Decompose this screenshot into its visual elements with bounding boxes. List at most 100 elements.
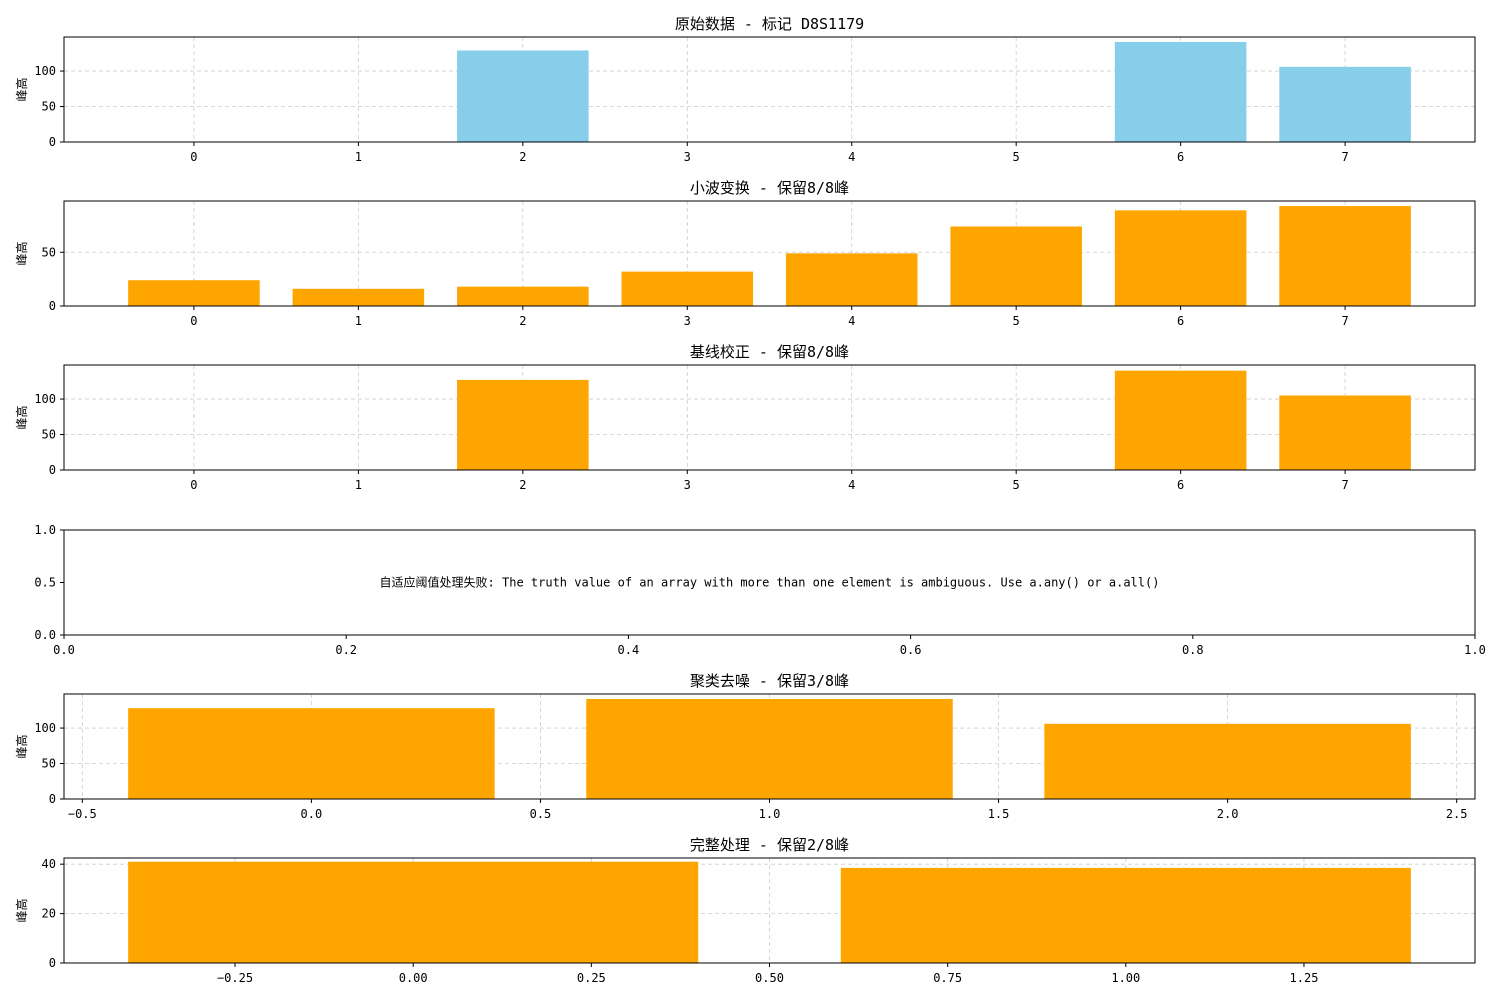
- x-tick-label: 0: [190, 150, 197, 164]
- x-tick-label: 4: [848, 150, 855, 164]
- y-tick-label: 1.0: [34, 523, 56, 537]
- x-tick-label: 6: [1177, 150, 1184, 164]
- x-tick-label: 3: [684, 314, 691, 328]
- x-tick-label: 4: [848, 478, 855, 492]
- y-tick-label: 50: [42, 245, 56, 259]
- y-axis-label: 峰高: [14, 734, 29, 758]
- bar: [1114, 41, 1247, 142]
- x-tick-label: 4: [848, 314, 855, 328]
- panel-1: 0 1 2 3 4 5 6 7 0 50 100 原始数据 - 标记 D8S1179 峰高: [14, 15, 1476, 164]
- y-tick-label: 50: [42, 428, 56, 442]
- y-tick-label: 0.5: [34, 576, 56, 590]
- panel-title: 基线校正 - 保留8/8峰: [690, 343, 849, 361]
- bar: [950, 226, 1082, 306]
- x-tick-label: 1.00: [1111, 971, 1140, 985]
- x-tick-label: −0.5: [68, 807, 97, 821]
- axes-frame: [63, 200, 1476, 307]
- y-tick-label: 50: [42, 757, 56, 771]
- y-tick-label: 0: [49, 463, 56, 477]
- x-tick-label: 0.0: [53, 643, 75, 657]
- x-tick-label: 3: [684, 478, 691, 492]
- x-tick-label: 2: [519, 314, 526, 328]
- y-tick-label: 0.0: [34, 628, 56, 642]
- error-message: 自适应阈值处理失败: The truth value of an array w…: [380, 575, 1160, 590]
- bar: [621, 271, 754, 306]
- x-tick-label: 0.75: [933, 971, 962, 985]
- panel-4: 0.0 0.2 0.4 0.6 0.8 1.0 0.0 0.5 1.0 自适应阈值处理失败: Th…: [34, 523, 1486, 657]
- y-tick-label: 100: [34, 392, 56, 406]
- y-tick-label: 0: [49, 135, 56, 149]
- x-tick-label: 3: [684, 150, 691, 164]
- panel-5: −0.5 0.0 0.5 1.0 1.5 2.0 2.5 0 50 100 聚类去噪 - 保留3/8…: [14, 672, 1476, 821]
- y-tick-label: 20: [42, 907, 56, 921]
- panel-6: −0.25 0.00 0.25 0.50 0.75 1.00 1.25 0 20 40 完整处理 -…: [14, 836, 1476, 985]
- bar: [1114, 370, 1247, 470]
- x-tick-label: 2: [519, 478, 526, 492]
- x-tick-label: 0.2: [335, 643, 357, 657]
- x-tick-label: 1: [355, 150, 362, 164]
- x-tick-label: −0.25: [217, 971, 253, 985]
- panel-title: 原始数据 - 标记 D8S1179: [675, 15, 864, 33]
- y-tick-label: 40: [42, 857, 56, 871]
- x-tick-label: 0.50: [755, 971, 784, 985]
- x-tick-label: 1.25: [1290, 971, 1319, 985]
- axes-frame: [63, 364, 1476, 471]
- bar: [586, 698, 953, 799]
- y-tick-label: 50: [42, 100, 56, 114]
- y-tick-label: 100: [34, 721, 56, 735]
- y-tick-label: 0: [49, 299, 56, 313]
- bar: [128, 280, 260, 306]
- bar: [1279, 395, 1411, 470]
- bar: [785, 253, 918, 306]
- x-tick-label: 0.00: [399, 971, 428, 985]
- y-tick-label: 0: [49, 792, 56, 806]
- x-tick-label: 1: [355, 478, 362, 492]
- bar: [1279, 66, 1411, 142]
- x-tick-label: 0: [190, 478, 197, 492]
- x-tick-label: 5: [1013, 478, 1020, 492]
- bar: [128, 708, 495, 799]
- bar: [840, 867, 1411, 963]
- x-tick-label: 0.25: [577, 971, 606, 985]
- x-tick-label: 0.0: [301, 807, 323, 821]
- bar: [1279, 206, 1411, 306]
- x-tick-label: 7: [1341, 314, 1348, 328]
- panel-title: 聚类去噪 - 保留3/8峰: [690, 672, 849, 690]
- axes-frame: [63, 36, 1476, 143]
- x-tick-label: 5: [1013, 150, 1020, 164]
- x-tick-label: 2.5: [1446, 807, 1468, 821]
- panel-title: 小波变换 - 保留8/8峰: [690, 179, 849, 197]
- x-tick-label: 0.6: [900, 643, 922, 657]
- bar: [1044, 723, 1411, 799]
- bar: [457, 379, 589, 470]
- y-tick-label: 100: [34, 64, 56, 78]
- x-tick-label: 1.5: [988, 807, 1010, 821]
- x-tick-label: 0: [190, 314, 197, 328]
- x-tick-label: 1.0: [759, 807, 781, 821]
- y-axis-label: 峰高: [14, 77, 29, 101]
- x-tick-label: 5: [1013, 314, 1020, 328]
- x-tick-label: 0.4: [618, 643, 640, 657]
- x-tick-label: 7: [1341, 150, 1348, 164]
- bar: [457, 50, 589, 142]
- x-tick-label: 2.0: [1217, 807, 1239, 821]
- bar: [292, 288, 425, 306]
- panel-title: 完整处理 - 保留2/8峰: [690, 836, 849, 854]
- y-axis-label: 峰高: [14, 898, 29, 922]
- y-axis-label: 峰高: [14, 241, 29, 265]
- y-tick-label: 0: [49, 956, 56, 970]
- x-tick-label: 0.8: [1182, 643, 1204, 657]
- x-tick-label: 2: [519, 150, 526, 164]
- x-tick-label: 1: [355, 314, 362, 328]
- x-tick-label: 7: [1341, 478, 1348, 492]
- bar: [128, 861, 699, 963]
- bar: [457, 286, 589, 306]
- x-tick-label: 6: [1177, 478, 1184, 492]
- x-tick-label: 6: [1177, 314, 1184, 328]
- x-tick-label: 1.0: [1464, 643, 1486, 657]
- y-axis-label: 峰高: [14, 405, 29, 429]
- bar: [1114, 210, 1247, 306]
